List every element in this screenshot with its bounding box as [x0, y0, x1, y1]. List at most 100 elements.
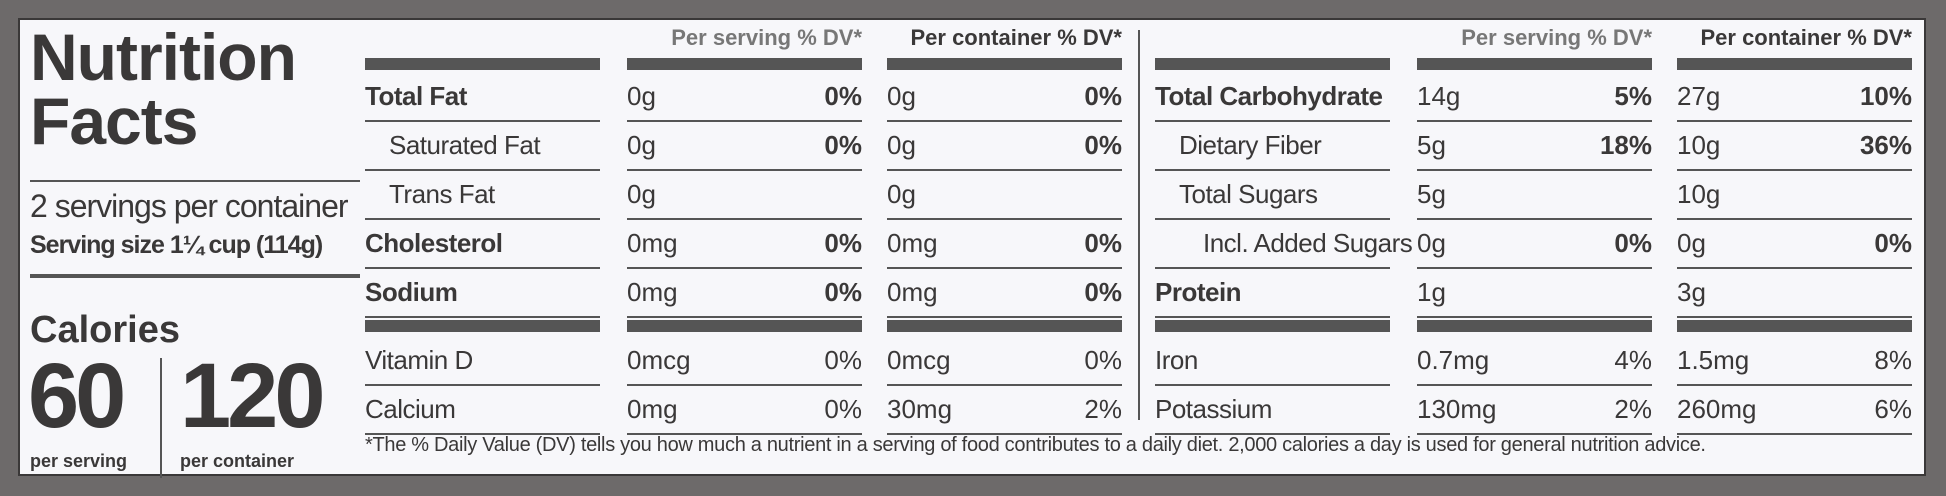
thick-bar [1417, 320, 1652, 332]
daily-value: 6% [1874, 394, 1912, 424]
row-line [1677, 218, 1912, 220]
title: Nutrition [30, 20, 297, 94]
daily-value: 18% [1599, 130, 1652, 160]
daily-value: 0% [824, 228, 862, 258]
row-line [1155, 218, 1390, 220]
nutrient-name: Cholesterol [365, 228, 503, 258]
amount: 0g [887, 81, 916, 111]
row-line [887, 384, 1122, 386]
rule [30, 180, 360, 182]
daily-value: 10% [1859, 81, 1912, 111]
daily-value: 0% [824, 277, 862, 307]
row-line [1155, 433, 1390, 435]
amount: 3g [1677, 277, 1706, 307]
amount: 0g [887, 179, 916, 209]
amount: 1g [1417, 277, 1446, 307]
row-line [1677, 316, 1912, 318]
thick-bar [365, 320, 600, 332]
nutrient-name: Vitamin D [365, 345, 473, 375]
row-line [1417, 316, 1652, 318]
per-container-label: per container [180, 451, 295, 471]
amount: 0mcg [887, 345, 951, 375]
nutrient-name: Iron [1155, 345, 1198, 375]
amount: 260mg [1677, 394, 1757, 424]
daily-value: 0% [824, 394, 862, 424]
row-line [1417, 433, 1652, 435]
row-line [1677, 120, 1912, 122]
daily-value: 0% [1614, 228, 1652, 258]
row-line [1417, 169, 1652, 171]
amount: 0g [1417, 228, 1446, 258]
row-line [1155, 169, 1390, 171]
amount: 0mcg [627, 345, 691, 375]
daily-value: 0% [824, 81, 862, 111]
thick-bar [627, 320, 862, 332]
nutrient-name: Saturated Fat [389, 130, 541, 160]
column-header: Per container % DV* [1700, 25, 1912, 50]
daily-value: 0% [1874, 228, 1912, 258]
amount: 0mg [627, 228, 678, 258]
row-line [887, 169, 1122, 171]
amount: 0mg [887, 277, 938, 307]
amount: 5g [1417, 130, 1446, 160]
nutrient-name: Sodium [365, 277, 458, 307]
nutrient-name: Potassium [1155, 394, 1272, 424]
amount: 14g [1417, 81, 1461, 111]
row-line [627, 218, 862, 220]
row-line [627, 384, 862, 386]
amount: 1.5mg [1677, 345, 1750, 375]
amount: 0g [887, 130, 916, 160]
rule [30, 274, 360, 278]
amount: 0mg [627, 394, 678, 424]
amount: 0mg [887, 228, 938, 258]
row-line [887, 267, 1122, 269]
row-line [365, 218, 600, 220]
daily-value: 0% [824, 345, 862, 375]
nutrient-name: Incl. Added Sugars [1203, 228, 1413, 258]
row-line [1417, 267, 1652, 269]
row-line [627, 267, 862, 269]
amount: 5g [1417, 179, 1446, 209]
thick-bar [1677, 320, 1912, 332]
row-line [1677, 433, 1912, 435]
thick-bar [365, 58, 600, 70]
column-header: Per container % DV* [910, 25, 1122, 50]
row-line [1155, 316, 1390, 318]
row-line [1417, 384, 1652, 386]
calories-label: Calories [30, 309, 180, 351]
section-divider [1138, 30, 1140, 420]
daily-value: 0% [1084, 130, 1122, 160]
daily-value: 0% [1084, 228, 1122, 258]
nutrient-name: Calcium [365, 394, 456, 424]
row-line [1155, 267, 1390, 269]
row-line [1155, 120, 1390, 122]
row-line [365, 384, 600, 386]
thick-bar [1417, 58, 1652, 70]
daily-value: 0% [1084, 345, 1122, 375]
daily-value: 2% [1614, 394, 1652, 424]
thick-bar [887, 58, 1122, 70]
amount: 27g [1677, 81, 1721, 111]
amount: 10g [1677, 130, 1721, 160]
row-line [887, 316, 1122, 318]
nutrient-name: Total Fat [365, 81, 467, 111]
daily-value: 0% [1084, 81, 1122, 111]
row-line [365, 433, 600, 435]
calories-container: 120 [180, 345, 325, 447]
row-line [365, 316, 600, 318]
row-line [627, 120, 862, 122]
nutrient-name: Total Carbohydrate [1155, 81, 1383, 111]
amount: 0g [627, 130, 656, 160]
row-line [1677, 169, 1912, 171]
amount: 0mg [627, 277, 678, 307]
thick-bar [1155, 320, 1390, 332]
row-line [627, 169, 862, 171]
row-line [1417, 120, 1652, 122]
column-header: Per serving % DV* [671, 25, 862, 50]
nutrient-name: Total Sugars [1179, 179, 1318, 209]
row-line [1155, 384, 1390, 386]
row-line [627, 316, 862, 318]
daily-value: 0% [1084, 277, 1122, 307]
daily-value: 8% [1874, 345, 1912, 375]
amount: 30mg [887, 394, 953, 424]
